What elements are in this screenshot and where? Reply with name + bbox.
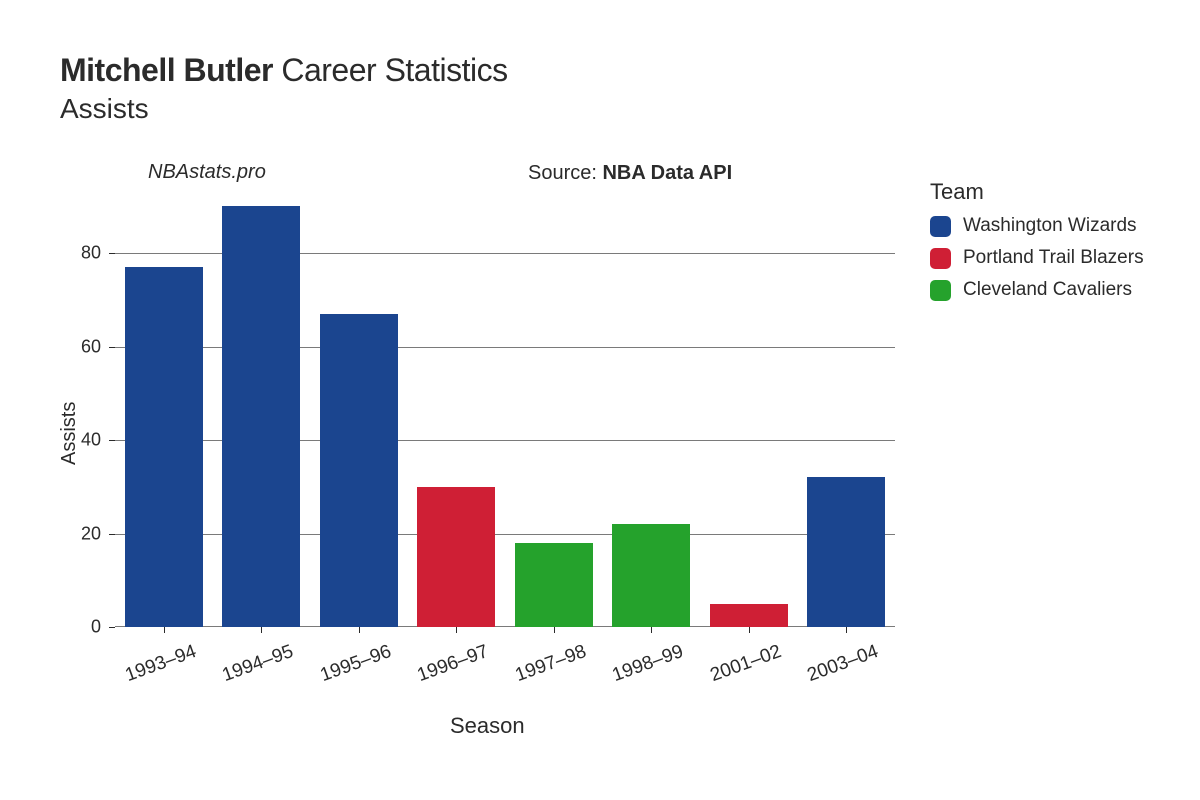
legend-item: Cleveland Cavaliers (930, 279, 1144, 301)
x-tick-mark (261, 627, 262, 633)
y-tick-mark (109, 347, 115, 348)
x-tick-mark (749, 627, 750, 633)
legend-label: Washington Wizards (963, 215, 1137, 237)
x-tick-label: 2003–04 (805, 641, 882, 687)
x-axis-label: Season (450, 713, 525, 739)
bar (320, 314, 398, 627)
y-tick-mark (109, 534, 115, 535)
title-suffix: Career Statistics (273, 52, 508, 88)
x-tick-mark (554, 627, 555, 633)
legend-title: Team (930, 179, 1144, 205)
bar (417, 487, 495, 627)
source-text: Source: NBA Data API (528, 162, 732, 185)
y-tick-mark (109, 627, 115, 628)
legend-item: Washington Wizards (930, 215, 1144, 237)
legend-swatch (930, 216, 951, 237)
page-subtitle: Assists (60, 93, 1170, 125)
x-tick-label: 1994–95 (220, 641, 297, 687)
title-name: Mitchell Butler (60, 52, 273, 88)
x-tick-mark (164, 627, 165, 633)
legend-label: Portland Trail Blazers (963, 247, 1144, 269)
bar (807, 477, 885, 627)
bar (125, 267, 203, 627)
bar (222, 206, 300, 627)
chart-page: Mitchell Butler Career Statistics Assist… (0, 0, 1200, 800)
plot-area: 0204060801993–941994–951995–961996–97199… (115, 197, 895, 627)
source-name: NBA Data API (602, 162, 732, 184)
legend-item: Portland Trail Blazers (930, 247, 1144, 269)
x-tick-label: 1996–97 (415, 641, 492, 687)
x-tick-mark (359, 627, 360, 633)
bar (515, 543, 593, 627)
x-tick-label: 1997–98 (512, 641, 589, 687)
bar (612, 524, 690, 627)
x-tick-mark (456, 627, 457, 633)
x-tick-label: 1993–94 (122, 641, 199, 687)
chart-container: NBAstats.pro Source: NBA Data API Assist… (60, 155, 1170, 755)
x-tick-label: 1998–99 (610, 641, 687, 687)
source-prefix: Source: (528, 162, 602, 184)
legend-swatch (930, 280, 951, 301)
y-axis-label: Assists (58, 402, 81, 465)
legend-label: Cleveland Cavaliers (963, 279, 1132, 301)
x-tick-mark (651, 627, 652, 633)
page-title: Mitchell Butler Career Statistics (60, 52, 1170, 89)
attribution-text: NBAstats.pro (148, 161, 266, 184)
y-tick-mark (109, 440, 115, 441)
x-tick-label: 2001–02 (707, 641, 784, 687)
x-tick-label: 1995–96 (317, 641, 394, 687)
y-tick-mark (109, 253, 115, 254)
legend-swatch (930, 248, 951, 269)
legend: Team Washington Wizards Portland Trail Bl… (930, 179, 1144, 311)
x-tick-mark (846, 627, 847, 633)
bar (710, 604, 788, 627)
